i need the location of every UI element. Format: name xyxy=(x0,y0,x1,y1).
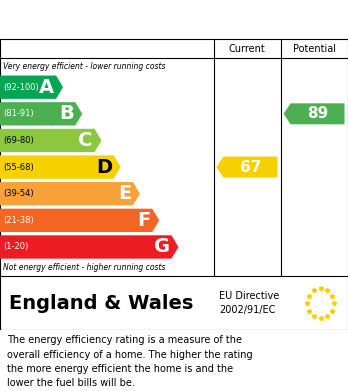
Text: (21-38): (21-38) xyxy=(3,216,33,225)
Text: Very energy efficient - lower running costs: Very energy efficient - lower running co… xyxy=(3,62,166,71)
Text: C: C xyxy=(78,131,93,150)
Text: F: F xyxy=(137,211,150,230)
Text: (81-91): (81-91) xyxy=(3,109,33,118)
Polygon shape xyxy=(284,103,345,124)
Text: A: A xyxy=(39,78,54,97)
Polygon shape xyxy=(0,155,121,179)
Text: EU Directive
2002/91/EC: EU Directive 2002/91/EC xyxy=(219,291,279,315)
Polygon shape xyxy=(0,182,140,205)
Polygon shape xyxy=(0,209,159,232)
Text: B: B xyxy=(59,104,73,123)
Polygon shape xyxy=(216,157,277,178)
Text: Energy Efficiency Rating: Energy Efficiency Rating xyxy=(9,12,219,27)
Text: (1-20): (1-20) xyxy=(3,242,28,251)
Text: The energy efficiency rating is a measure of the
overall efficiency of a home. T: The energy efficiency rating is a measur… xyxy=(7,335,253,388)
Text: E: E xyxy=(118,184,131,203)
Text: G: G xyxy=(153,237,170,256)
Text: (55-68): (55-68) xyxy=(3,163,33,172)
Text: England & Wales: England & Wales xyxy=(9,294,193,312)
Text: (39-54): (39-54) xyxy=(3,189,33,198)
Polygon shape xyxy=(0,75,63,99)
Text: Not energy efficient - higher running costs: Not energy efficient - higher running co… xyxy=(3,264,166,273)
Polygon shape xyxy=(0,102,82,126)
Polygon shape xyxy=(0,235,179,258)
Text: (92-100): (92-100) xyxy=(3,83,39,91)
Text: Current: Current xyxy=(229,44,266,54)
Text: 89: 89 xyxy=(307,106,328,121)
Text: 67: 67 xyxy=(240,160,261,174)
Text: (69-80): (69-80) xyxy=(3,136,33,145)
Polygon shape xyxy=(0,129,102,152)
Text: D: D xyxy=(96,158,112,177)
Text: Potential: Potential xyxy=(293,44,336,54)
